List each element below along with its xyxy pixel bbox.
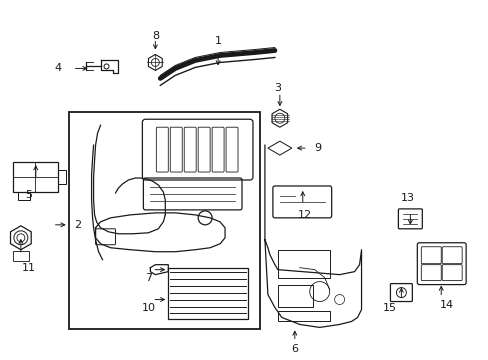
Text: 6: 6	[291, 345, 298, 354]
Text: 5: 5	[25, 190, 32, 200]
Text: 13: 13	[400, 193, 413, 203]
Text: 8: 8	[151, 31, 159, 41]
Text: 1: 1	[214, 36, 221, 46]
Text: 4: 4	[54, 63, 61, 73]
Text: 14: 14	[439, 300, 453, 310]
Text: 10: 10	[141, 302, 155, 312]
Text: 2: 2	[74, 220, 81, 230]
Text: 3: 3	[274, 84, 281, 93]
Text: 15: 15	[382, 302, 396, 312]
Text: 12: 12	[297, 210, 311, 220]
Text: 11: 11	[22, 263, 36, 273]
Text: 9: 9	[313, 143, 321, 153]
Text: 7: 7	[144, 273, 152, 283]
